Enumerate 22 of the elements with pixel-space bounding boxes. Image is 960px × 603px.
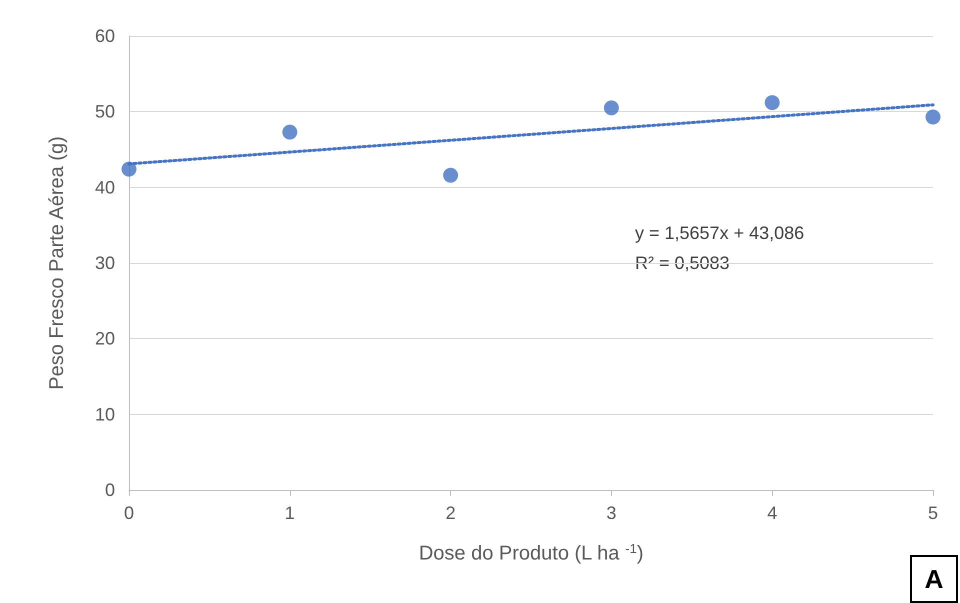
point — [926, 109, 940, 124]
y-axis-title: Peso Fresco Parte Aérea (g) — [46, 136, 68, 390]
point — [122, 162, 136, 177]
x-tick-label: 4 — [767, 503, 778, 523]
y-tick-label: 10 — [94, 404, 115, 424]
point — [604, 100, 619, 116]
y-tick-label: 50 — [94, 102, 115, 122]
point — [764, 95, 780, 110]
annotation: y = 1,5657x + 43,086 — [635, 223, 804, 243]
y-tick-label: 60 — [94, 26, 115, 46]
x-tick-label: 5 — [928, 503, 938, 523]
text: A — [924, 564, 944, 594]
x-tick-label: 0 — [124, 503, 134, 523]
y-tick-label: 40 — [94, 177, 115, 198]
y-tick-label: 30 — [94, 253, 115, 273]
point — [443, 168, 458, 183]
x-tick-label: 1 — [284, 503, 295, 523]
point — [282, 124, 298, 140]
x-tick-label: 2 — [446, 503, 456, 523]
y-tick-label: 0 — [104, 480, 115, 500]
y-tick-label: 20 — [94, 328, 115, 349]
x-tick-label: 3 — [606, 503, 616, 523]
